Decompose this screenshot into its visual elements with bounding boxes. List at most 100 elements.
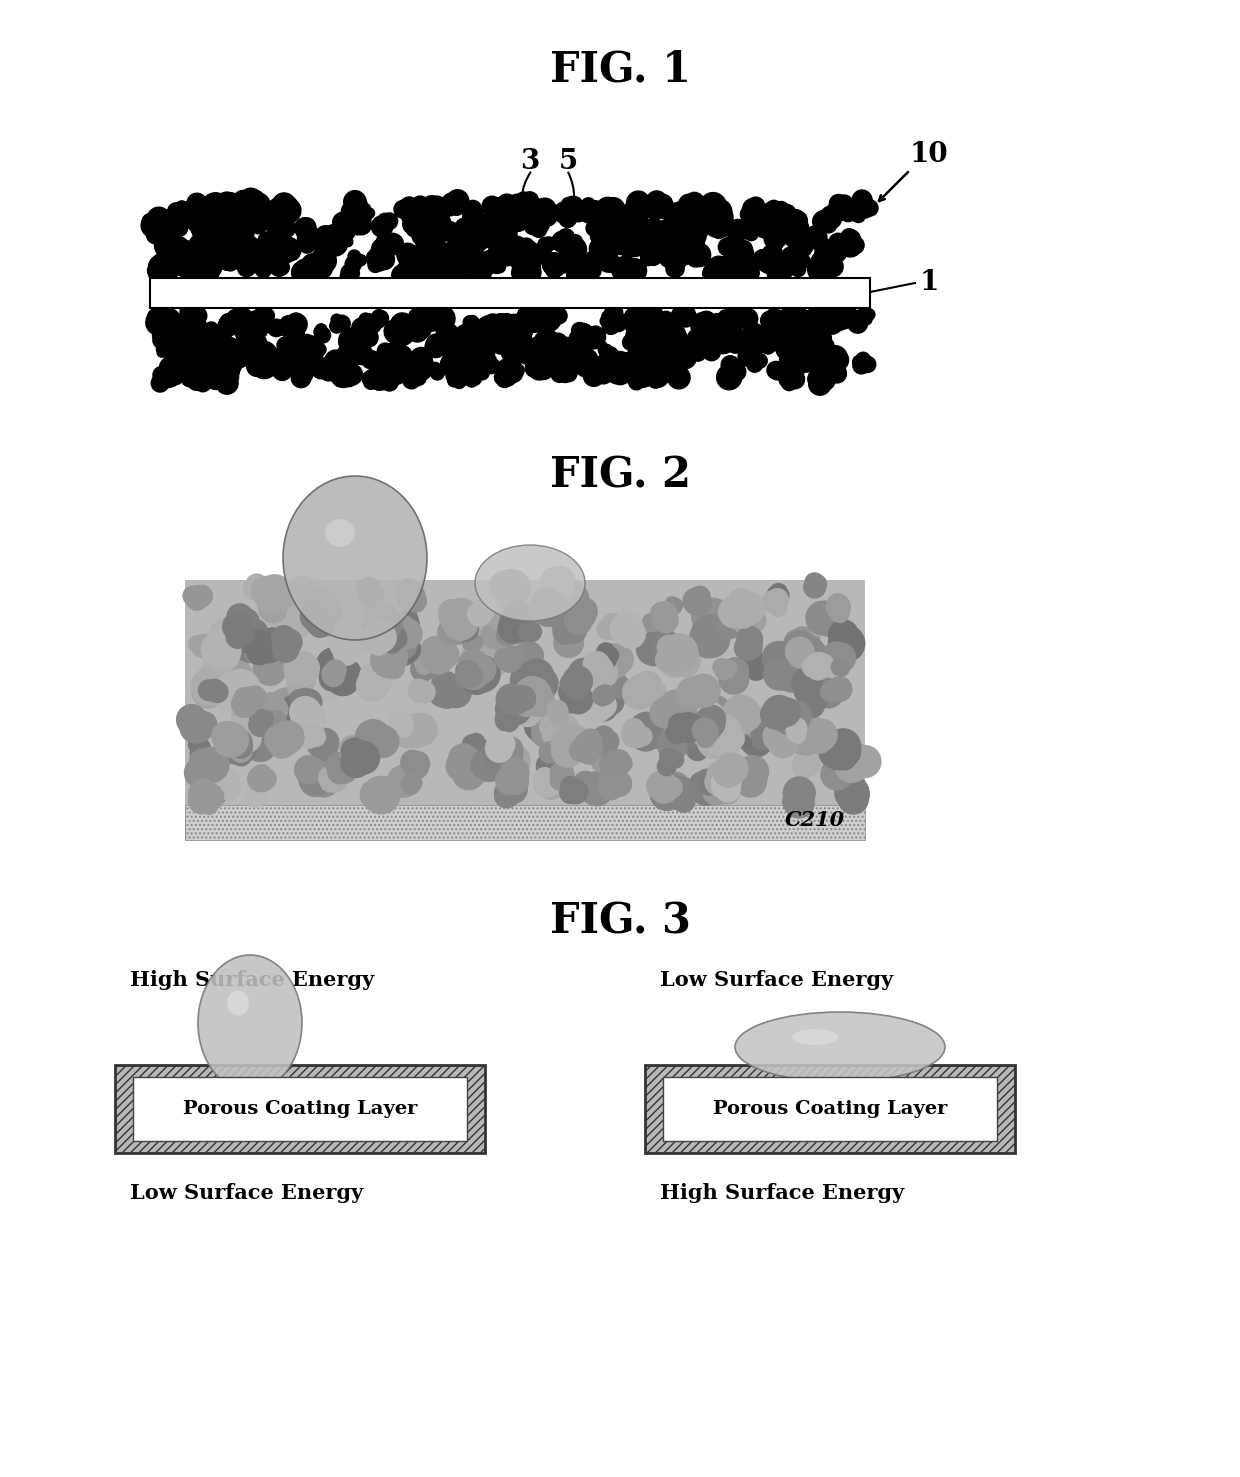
Circle shape xyxy=(229,715,249,736)
Circle shape xyxy=(709,725,740,756)
Circle shape xyxy=(464,354,481,371)
Circle shape xyxy=(663,353,673,363)
Circle shape xyxy=(622,205,632,214)
Circle shape xyxy=(391,313,414,337)
Circle shape xyxy=(363,375,378,390)
Circle shape xyxy=(542,312,557,326)
Circle shape xyxy=(518,645,538,666)
Circle shape xyxy=(681,724,703,746)
Circle shape xyxy=(458,654,487,684)
Circle shape xyxy=(407,204,422,219)
Circle shape xyxy=(577,263,595,282)
Circle shape xyxy=(202,632,237,666)
Circle shape xyxy=(787,641,815,668)
Circle shape xyxy=(441,193,463,214)
Circle shape xyxy=(397,260,417,279)
Circle shape xyxy=(439,600,464,625)
Circle shape xyxy=(469,366,480,378)
Circle shape xyxy=(459,223,477,241)
Circle shape xyxy=(584,662,606,682)
Circle shape xyxy=(150,226,162,239)
Circle shape xyxy=(490,204,502,217)
Circle shape xyxy=(588,201,603,216)
Circle shape xyxy=(372,375,387,390)
Circle shape xyxy=(646,614,663,632)
Circle shape xyxy=(317,678,341,702)
Circle shape xyxy=(805,736,825,755)
Circle shape xyxy=(358,731,381,753)
Circle shape xyxy=(795,679,818,703)
Circle shape xyxy=(456,353,467,365)
Circle shape xyxy=(780,352,794,366)
Circle shape xyxy=(655,315,670,329)
Circle shape xyxy=(337,238,348,248)
Bar xyxy=(663,1077,997,1142)
Circle shape xyxy=(265,232,290,257)
Circle shape xyxy=(216,372,238,394)
Circle shape xyxy=(787,356,799,368)
Circle shape xyxy=(594,734,613,753)
Circle shape xyxy=(723,263,740,281)
Circle shape xyxy=(314,734,337,758)
Circle shape xyxy=(243,326,260,344)
Circle shape xyxy=(198,229,210,239)
Circle shape xyxy=(688,222,708,241)
Circle shape xyxy=(283,337,298,350)
Circle shape xyxy=(153,332,169,349)
Circle shape xyxy=(148,263,169,282)
Circle shape xyxy=(516,242,534,261)
Circle shape xyxy=(461,232,476,248)
Circle shape xyxy=(391,357,405,371)
Circle shape xyxy=(414,202,429,217)
Circle shape xyxy=(655,601,676,622)
Circle shape xyxy=(381,346,398,363)
Circle shape xyxy=(151,217,170,235)
Circle shape xyxy=(521,256,541,276)
Circle shape xyxy=(573,323,594,346)
Circle shape xyxy=(405,219,425,238)
Circle shape xyxy=(601,238,616,253)
Circle shape xyxy=(694,725,713,743)
Circle shape xyxy=(255,768,277,789)
Circle shape xyxy=(495,707,520,731)
Text: 5: 5 xyxy=(558,148,578,174)
Circle shape xyxy=(148,222,162,236)
Circle shape xyxy=(795,326,816,347)
Circle shape xyxy=(688,236,701,248)
Circle shape xyxy=(222,369,238,385)
Circle shape xyxy=(585,263,601,279)
Circle shape xyxy=(422,196,441,216)
Circle shape xyxy=(662,322,676,335)
Circle shape xyxy=(355,322,374,343)
Circle shape xyxy=(537,205,557,226)
Circle shape xyxy=(647,321,658,332)
Circle shape xyxy=(367,604,393,631)
Circle shape xyxy=(670,777,694,802)
Circle shape xyxy=(544,709,567,733)
Circle shape xyxy=(331,315,342,325)
Circle shape xyxy=(330,227,346,242)
Circle shape xyxy=(528,208,547,227)
Circle shape xyxy=(790,343,808,360)
Circle shape xyxy=(401,750,424,774)
Circle shape xyxy=(362,354,377,368)
Circle shape xyxy=(720,702,748,730)
Circle shape xyxy=(461,227,477,244)
Circle shape xyxy=(756,256,771,270)
Circle shape xyxy=(629,359,645,375)
Circle shape xyxy=(300,343,321,363)
Circle shape xyxy=(487,256,503,272)
Circle shape xyxy=(763,641,795,674)
Circle shape xyxy=(172,340,196,363)
Circle shape xyxy=(796,679,816,699)
Circle shape xyxy=(508,214,525,230)
Text: FIG. 1: FIG. 1 xyxy=(549,47,691,90)
Circle shape xyxy=(365,208,374,219)
Circle shape xyxy=(259,309,274,323)
Circle shape xyxy=(795,332,811,349)
Circle shape xyxy=(234,738,257,762)
Circle shape xyxy=(615,362,635,381)
Circle shape xyxy=(285,319,304,338)
Circle shape xyxy=(730,247,754,270)
Circle shape xyxy=(463,755,485,777)
